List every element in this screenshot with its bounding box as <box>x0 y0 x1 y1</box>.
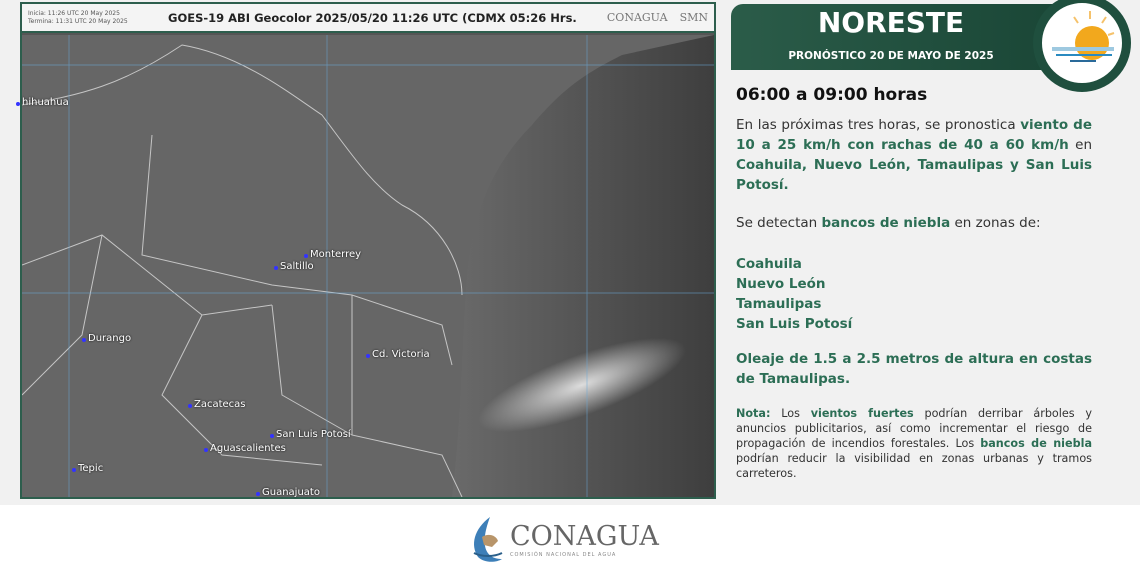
wind-paragraph: En las próximas tres horas, se pronostic… <box>736 115 1092 195</box>
list-item: San Luis Potosí <box>736 316 853 332</box>
waves-paragraph: Oleaje de 1.5 a 2.5 metros de altura en … <box>736 351 1092 387</box>
list-item: Nuevo León <box>736 276 826 292</box>
fog-highlight: bancos de niebla <box>821 215 951 231</box>
smn-logo: SMN <box>679 11 708 24</box>
satellite-image-panel: Inicia: 11:26 UTC 20 May 2025 Termina: 1… <box>16 2 716 499</box>
list-item: Coahuila <box>736 256 802 272</box>
fog-highlight: bancos de niebla <box>980 437 1092 450</box>
region-title: NORESTE <box>817 6 965 39</box>
forecast-date: PRONÓSTICO 20 DE MAYO DE 2025 <box>788 50 994 62</box>
note-label: Nota: <box>736 407 771 420</box>
city-cd-victoria: Cd. Victoria <box>366 349 430 360</box>
fog-states-list: Coahuila Nuevo León Tamaulipas San Luis … <box>736 254 852 334</box>
cloud-band <box>478 337 686 433</box>
city-chihuahua: hihuahua <box>16 97 69 108</box>
text: en <box>1068 137 1092 153</box>
states-highlight: Coahuila, Nuevo León, Tamaulipas y San L… <box>736 157 1092 193</box>
start-time: Inicia: 11:26 UTC 20 May 2025 <box>28 9 120 17</box>
fog-paragraph: Se detectan bancos de niebla en zonas de… <box>736 213 1092 233</box>
conagua-logo: CONAGUA COMISIÓN NACIONAL DEL AGUA <box>468 515 659 563</box>
conagua-mini-logo: CONAGUA <box>606 11 668 24</box>
map-graphic <box>21 35 714 498</box>
list-item: Tamaulipas <box>736 296 822 312</box>
forecast-panel: NORESTE PRONÓSTICO 20 DE MAYO DE 2025 06… <box>731 0 1140 505</box>
wind-highlight: viento de 10 a 25 km/h con rachas de 40 … <box>736 117 1092 153</box>
city-san-luis-potosi: San Luis Potosí <box>270 429 351 440</box>
city-tepic: Tepic <box>71 463 104 474</box>
logo-text: CONAGUA <box>510 520 659 552</box>
sun-icon <box>1033 0 1131 92</box>
city-saltillo: Saltillo <box>274 261 314 272</box>
image-times: Inicia: 11:26 UTC 20 May 2025 Termina: 1… <box>28 10 168 26</box>
satellite-header: Inicia: 11:26 UTC 20 May 2025 Termina: 1… <box>22 4 714 33</box>
text: Se detectan <box>736 215 822 231</box>
text: podrían reducir la visibilidad en zonas … <box>736 452 1092 480</box>
satellite-map: hihuahua Monterrey Saltillo Durango Cd. … <box>16 35 714 498</box>
note-paragraph: Nota: Los vientos fuertes podrían derrib… <box>736 406 1092 481</box>
header-logos: CONAGUA SMN <box>607 11 708 24</box>
footer <box>0 505 1140 570</box>
winds-highlight: vientos fuertes <box>810 407 914 420</box>
region-banner: NORESTE PRONÓSTICO 20 DE MAYO DE 2025 <box>731 4 1061 70</box>
conagua-emblem-icon <box>473 517 503 562</box>
city-aguascalientes: Aguascalientes <box>204 443 286 454</box>
city-zacatecas: Zacatecas <box>188 399 246 410</box>
city-guanajuato: Guanajuato <box>256 487 320 498</box>
grid-lines <box>22 35 714 497</box>
text: en zonas de: <box>950 215 1041 231</box>
text: podrían derribar árboles y anuncios publ… <box>736 407 1092 450</box>
city-monterrey: Monterrey <box>303 249 362 260</box>
time-range: 06:00 a 09:00 horas <box>736 85 928 105</box>
satellite-title: GOES-19 ABI Geocolor 2025/05/20 11:26 UT… <box>168 10 577 25</box>
state-borders <box>21 44 463 498</box>
end-time: Termina: 11:31 UTC 20 May 2025 <box>28 17 128 25</box>
logo-subtitle: COMISIÓN NACIONAL DEL AGUA <box>510 551 617 558</box>
sun-graphic <box>1052 11 1115 62</box>
city-durango: Durango <box>81 333 132 344</box>
text: Los <box>770 407 811 420</box>
text: En las próximas tres horas, se pronostic… <box>736 117 1021 133</box>
